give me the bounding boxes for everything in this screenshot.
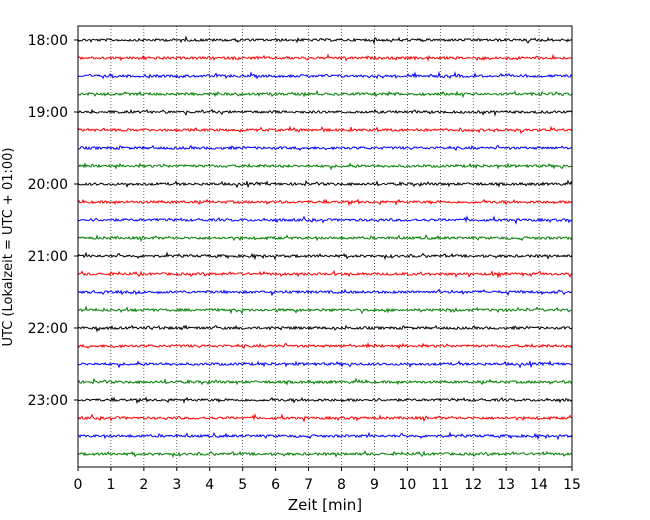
x-tick-label: 4 bbox=[205, 477, 214, 493]
x-tick-label: 9 bbox=[370, 477, 379, 493]
x-axis-label: Zeit [min] bbox=[288, 496, 362, 514]
trace-row bbox=[77, 125, 573, 135]
x-axis: 0 1 2 3 4 5 6 7 8 9 10 11 12 13 14 15 bbox=[74, 467, 581, 493]
y-tick-label: 18:00 bbox=[28, 33, 68, 49]
x-tick-label: 0 bbox=[74, 477, 83, 493]
x-tick-label: 2 bbox=[139, 477, 148, 493]
trace-row bbox=[77, 305, 573, 315]
trace-row bbox=[77, 450, 573, 459]
x-tick-label: 3 bbox=[172, 477, 181, 493]
trace-row bbox=[77, 377, 573, 386]
trace-row bbox=[77, 108, 573, 117]
y-tick-label: 21:00 bbox=[28, 249, 68, 265]
x-tick-label: 12 bbox=[464, 477, 482, 493]
y-axis-label: UTC (Lokalzeit = UTC + 01:00) bbox=[1, 148, 16, 347]
trace-row bbox=[77, 233, 573, 243]
trace-row bbox=[77, 360, 573, 369]
x-tick-label: 13 bbox=[497, 477, 515, 493]
x-tick-label: 14 bbox=[530, 477, 548, 493]
x-tick-label: 15 bbox=[563, 477, 581, 493]
trace-row bbox=[77, 70, 573, 80]
x-tick-label: 1 bbox=[106, 477, 115, 493]
y-tick-label: 20:00 bbox=[28, 177, 68, 193]
trace-row bbox=[77, 179, 573, 189]
trace-row bbox=[77, 396, 573, 405]
trace-row bbox=[77, 35, 573, 45]
x-tick-label: 11 bbox=[431, 477, 449, 493]
x-tick-label: 10 bbox=[398, 477, 416, 493]
plot-area bbox=[78, 26, 572, 467]
x-tick-label: 7 bbox=[304, 477, 313, 493]
trace-row bbox=[77, 251, 573, 261]
x-tick-label: 5 bbox=[238, 477, 247, 493]
y-tick-label: 22:00 bbox=[28, 321, 68, 337]
y-axis: 18:00 19:00 20:00 21:00 22:00 23:00 bbox=[28, 33, 78, 409]
trace-row bbox=[77, 269, 573, 279]
y-tick-label: 19:00 bbox=[28, 105, 68, 121]
trace-row bbox=[77, 162, 573, 171]
x-tick-label: 8 bbox=[337, 477, 346, 493]
trace-row bbox=[77, 342, 573, 350]
trace-row bbox=[77, 144, 573, 152]
trace-row bbox=[77, 89, 573, 99]
y-tick-label: 23:00 bbox=[28, 393, 68, 409]
traces bbox=[77, 35, 573, 459]
plot-frame bbox=[77, 25, 573, 468]
trace-row bbox=[77, 53, 573, 62]
trace-row bbox=[77, 413, 573, 423]
trace-row bbox=[77, 431, 573, 441]
trace-row bbox=[77, 324, 573, 333]
x-tick-label: 6 bbox=[271, 477, 280, 493]
trace-row bbox=[77, 288, 573, 297]
trace-row bbox=[77, 198, 573, 207]
trace-row bbox=[77, 215, 573, 225]
